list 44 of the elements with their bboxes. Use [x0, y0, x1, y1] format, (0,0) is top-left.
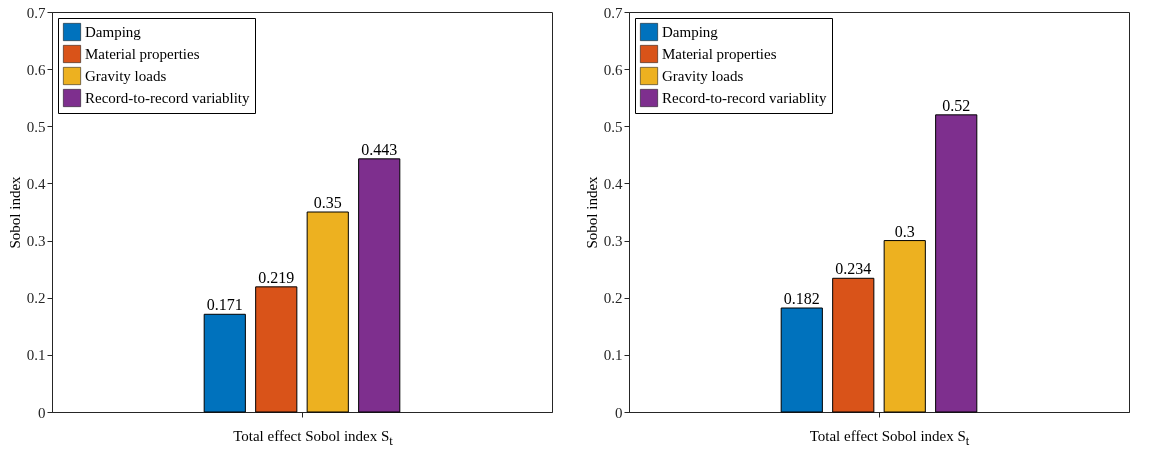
- data-label: 0.182: [783, 290, 820, 307]
- y-tick-label: 0.7: [603, 4, 623, 21]
- data-label: 0.443: [361, 140, 398, 158]
- legend-label: Record-to-record variablity: [85, 90, 251, 106]
- y-tick-label: 0: [38, 404, 46, 421]
- y-tick-label: 0.5: [26, 118, 46, 135]
- bar: [255, 286, 298, 413]
- y-tick-label: 0.4: [603, 175, 623, 192]
- y-tick-label: 0.7: [26, 4, 46, 21]
- data-label: 0.35: [313, 194, 342, 211]
- legend-label: Gravity loads: [85, 68, 167, 84]
- data-label: 0.3: [894, 222, 915, 240]
- y-tick-label: 0.3: [26, 233, 46, 250]
- legend-label: Gravity loads: [661, 68, 743, 84]
- y-tick-label: 0.5: [603, 118, 622, 135]
- legend-label: Material properties: [661, 46, 777, 62]
- y-tick-label: 0.2: [26, 290, 46, 307]
- data-label: 0.219: [258, 268, 295, 286]
- y-tick-label: 0.1: [603, 347, 622, 364]
- x-axis-title: Total effect Sobol index S$_{t}$: [232, 428, 394, 449]
- y-tick-label: 0.3: [603, 233, 622, 250]
- bar: [883, 240, 926, 413]
- bar: [780, 307, 823, 413]
- bar: [831, 277, 874, 413]
- y-tick-label: 0.6: [26, 61, 46, 78]
- y-tick-label: 0.2: [603, 290, 622, 307]
- bar: [934, 114, 977, 413]
- legend-label: Damping: [661, 24, 718, 40]
- bar: [358, 158, 401, 413]
- y-tick-label: 0.6: [603, 61, 623, 78]
- data-label: 0.234: [834, 260, 871, 278]
- y-axis-title: Sobol index: [583, 175, 600, 249]
- data-label: 0.171: [206, 296, 243, 314]
- bar: [203, 313, 246, 413]
- y-tick-label: 0: [614, 404, 622, 421]
- y-tick-label: 0.1: [26, 347, 46, 364]
- legend-label: Record-to-record variablity: [661, 90, 827, 106]
- legend-label: Material properties: [85, 46, 200, 62]
- x-axis-title: Total effect Sobol index S$_{t}$: [808, 428, 971, 449]
- data-label: 0.52: [941, 96, 970, 114]
- legend-label: Damping: [85, 24, 142, 40]
- y-tick-label: 0.4: [26, 175, 46, 192]
- bar: [306, 211, 349, 413]
- y-axis-title: Sobol index: [6, 175, 23, 249]
